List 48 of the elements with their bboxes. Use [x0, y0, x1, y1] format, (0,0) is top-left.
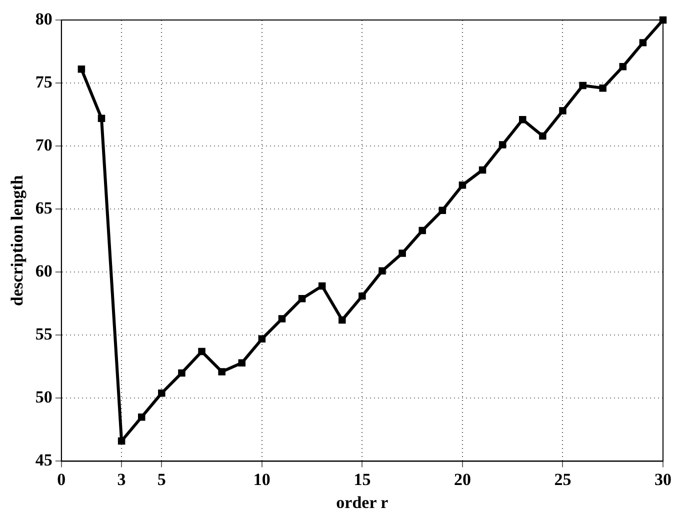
x-tick-label: 15 — [354, 470, 371, 489]
point — [378, 267, 386, 274]
y-tick-label: 50 — [35, 388, 52, 407]
x-axis-title: order r — [336, 493, 389, 512]
point — [338, 316, 346, 324]
point — [178, 369, 186, 377]
point — [358, 292, 366, 300]
point — [579, 82, 586, 90]
y-tick-label: 70 — [35, 135, 52, 154]
point — [559, 107, 566, 114]
x-tick-label: 30 — [654, 470, 672, 489]
point — [258, 335, 266, 343]
x-tick-label: 0 — [57, 470, 66, 489]
y-tick-label: 65 — [35, 198, 52, 218]
point — [619, 63, 627, 70]
point — [539, 132, 546, 140]
y-tick-label: 80 — [35, 9, 52, 28]
point — [318, 282, 326, 290]
point — [398, 250, 406, 257]
point — [158, 390, 166, 397]
y-tick-label: 75 — [35, 72, 52, 92]
y-axis-title: description length — [8, 174, 27, 306]
point — [438, 206, 446, 214]
point — [98, 114, 106, 122]
point — [599, 84, 606, 92]
point — [418, 226, 426, 234]
point — [238, 359, 246, 366]
y-tick-label: 60 — [35, 262, 52, 281]
y-tick-label: 55 — [35, 324, 52, 344]
x-tick-label: 3 — [117, 470, 126, 489]
point — [478, 166, 486, 174]
point — [639, 39, 647, 46]
point — [118, 437, 126, 445]
point — [498, 141, 506, 148]
x-tick-label: 10 — [253, 470, 270, 489]
point — [138, 413, 146, 421]
x-tick-label: 20 — [454, 470, 471, 489]
y-tick-label: 45 — [35, 450, 52, 470]
point — [659, 16, 667, 24]
x-tick-label: 5 — [157, 470, 166, 489]
point — [218, 368, 226, 376]
point — [519, 116, 526, 124]
point — [278, 315, 286, 322]
point — [298, 294, 306, 302]
x-tick-label: 25 — [554, 470, 572, 489]
point — [78, 66, 86, 73]
point — [198, 348, 206, 356]
point — [458, 182, 466, 189]
